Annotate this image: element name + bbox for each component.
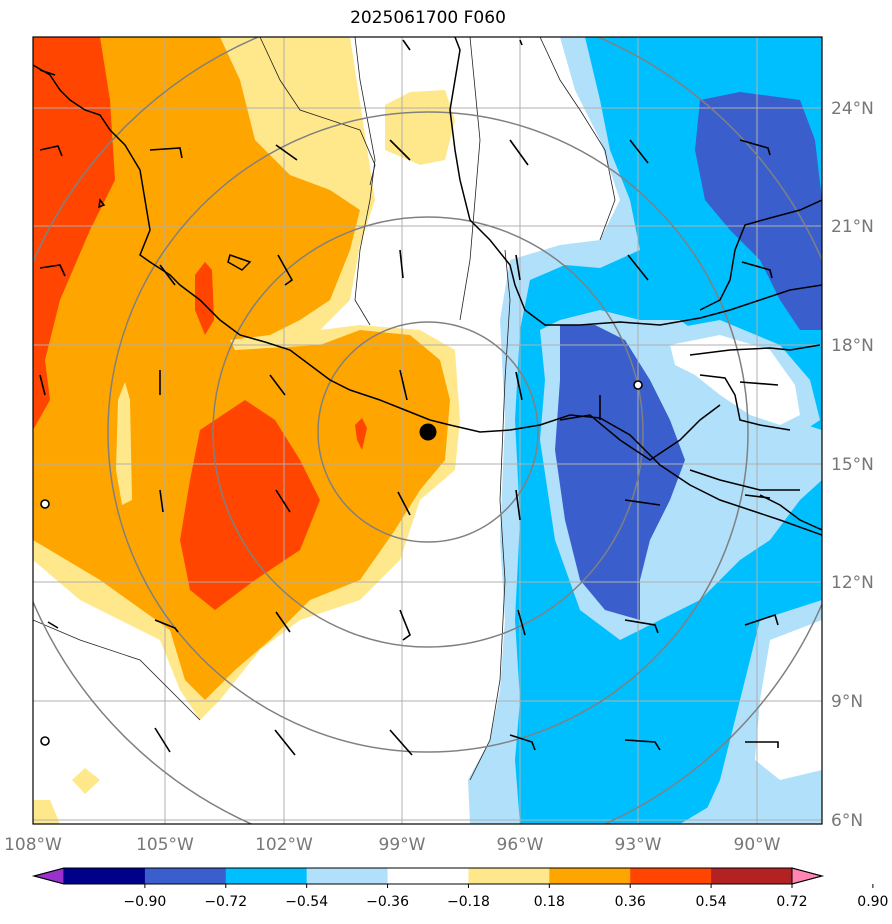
lat-tick-label: 12°N <box>831 573 874 593</box>
warm-anomaly-0.54-central <box>180 400 320 610</box>
lat-tick-label: 24°N <box>831 99 874 119</box>
lat-tick-label: 15°N <box>831 455 874 475</box>
graticule <box>33 37 822 824</box>
colorbar-tick-label: −0.90 <box>123 894 166 910</box>
cold-anomaly-0.54-central <box>555 325 685 620</box>
warm-anomaly-0.36-region <box>33 37 450 700</box>
lat-tick-label: 6°N <box>831 811 863 831</box>
coastlines <box>33 37 822 536</box>
lon-tick-label: 102°W <box>255 835 313 855</box>
colorbar-tick-label: 0.90 <box>857 894 888 910</box>
neutral-yucatan <box>670 335 800 425</box>
range-ring-1 <box>317 321 539 543</box>
lon-tick-label: 108°W <box>4 835 62 855</box>
map-plot-area <box>33 37 822 824</box>
colorbar-tick-label: −0.72 <box>204 894 247 910</box>
lat-tick-label: 21°N <box>831 217 874 237</box>
range-ring-3 <box>107 111 749 753</box>
colorbar-tick-label: 0.72 <box>776 894 807 910</box>
lon-tick-label: 96°W <box>497 835 544 855</box>
anomaly-contours <box>33 37 616 781</box>
colorbar-tick-label: −0.54 <box>285 894 328 910</box>
lon-tick-label: 90°W <box>734 835 781 855</box>
colorbar-segment <box>468 868 550 884</box>
range-rings <box>33 37 822 824</box>
colorbar-segment <box>306 868 389 884</box>
colorbar-segment <box>549 868 631 884</box>
map-frame <box>32 36 823 825</box>
colorbar-frame <box>32 867 824 885</box>
colorbar-segment <box>630 868 712 884</box>
calm-marker <box>40 736 50 746</box>
colorbar-extend-high <box>791 867 824 885</box>
colorbar-segment <box>387 868 469 884</box>
colorbar-tick-label: 0.18 <box>534 894 565 910</box>
calm-marker <box>40 499 50 509</box>
colorbar: −0.90 −0.72 −0.54 −0.36 −0.18 0.18 0.36 0.54 0.7… <box>32 867 888 910</box>
colorbar-tick-label: −0.18 <box>447 894 490 910</box>
neutral-se <box>755 620 822 780</box>
storm-center-marker <box>419 423 437 441</box>
map-title: 2025061700 F060 <box>350 8 506 28</box>
colorbar-tick-label: 0.54 <box>696 894 727 910</box>
colorbar-segment <box>225 868 308 884</box>
warm-anomaly-0.54-small <box>195 262 367 450</box>
cold-anomaly-0.54-north <box>695 92 822 330</box>
range-ring-2 <box>212 216 644 648</box>
lon-tick-label: 105°W <box>136 835 194 855</box>
calm-marker <box>633 380 643 390</box>
warm-anomaly-0.54-west <box>33 37 115 430</box>
warm-anomaly-0.18-patch-north <box>385 90 455 165</box>
colorbar-segment <box>711 868 793 884</box>
colorbar-extend-low <box>32 867 65 885</box>
wind-barbs <box>39 39 779 756</box>
colorbar-segment <box>144 868 227 884</box>
lon-tick-labels: 108°W 105°W 102°W 99°W 96°W 93°W 90°W <box>4 835 781 855</box>
lat-tick-labels: 6°N 9°N 12°N 15°N 18°N 21°N 24°N <box>831 99 874 831</box>
colorbar-tick-label: −0.36 <box>366 894 409 910</box>
calm-markers <box>40 380 643 746</box>
lon-tick-label: 99°W <box>379 835 426 855</box>
warm-anomaly-0.18-stripe <box>116 382 132 505</box>
lon-tick-label: 93°W <box>615 835 662 855</box>
warm-anomaly-0.18-patch-sw <box>33 768 100 824</box>
lat-tick-label: 9°N <box>831 692 863 712</box>
colorbar-segment <box>64 868 146 884</box>
wind-barb <box>39 39 779 756</box>
lat-tick-label: 18°N <box>831 336 874 356</box>
colorbar-tick-label: 0.36 <box>615 894 646 910</box>
